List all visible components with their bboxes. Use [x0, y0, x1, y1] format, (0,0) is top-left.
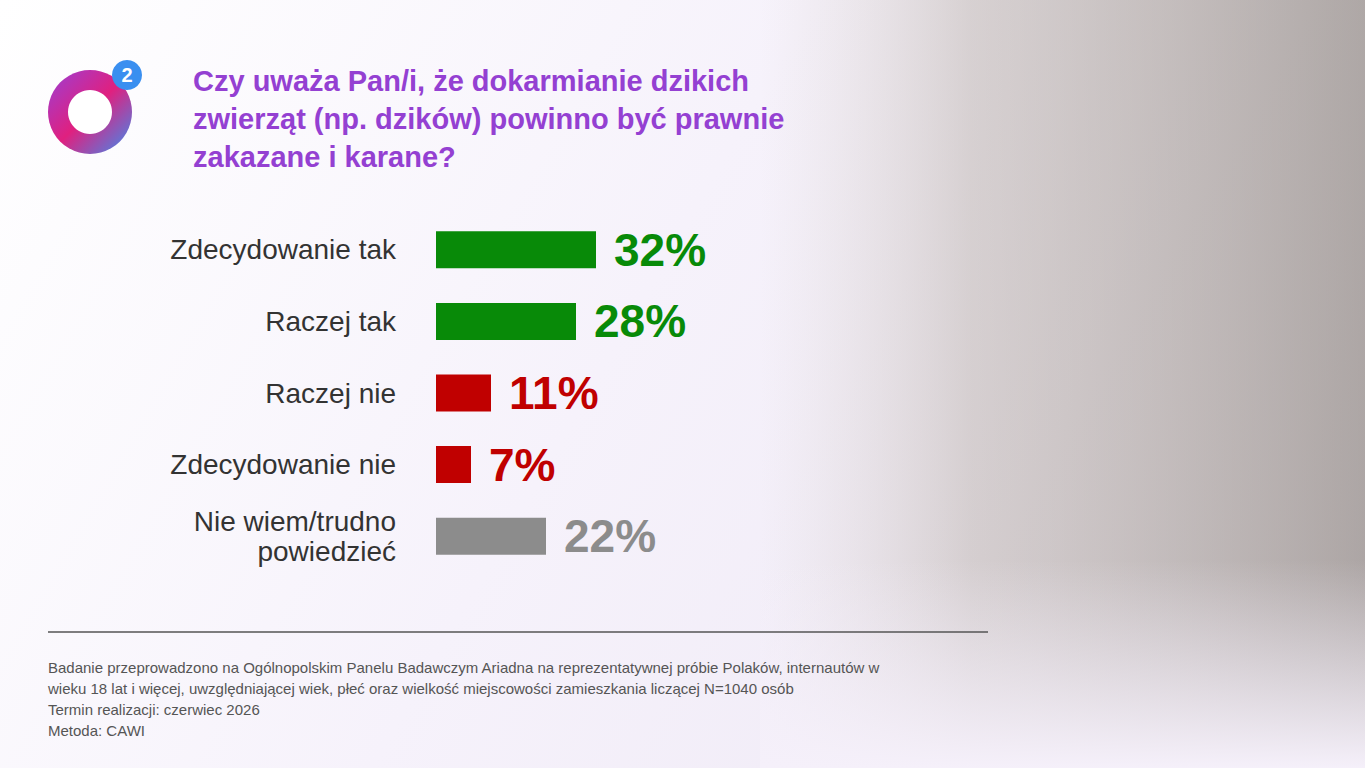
svg-text:zwierząt (np. dzików) powinno: zwierząt (np. dzików) powinno być prawni…	[193, 103, 784, 135]
svg-text:Raczej tak: Raczej tak	[265, 306, 397, 337]
svg-text:22%: 22%	[564, 510, 656, 562]
svg-text:Termin realizacji: czerwiec 20: Termin realizacji: czerwiec 2026	[48, 701, 260, 718]
svg-text:wieku 18 lat i więcej, uwzględ: wieku 18 lat i więcej, uwzględniającej w…	[47, 680, 794, 697]
svg-text:zakazane i karane?: zakazane i karane?	[193, 141, 456, 173]
svg-text:32%: 32%	[614, 224, 706, 276]
svg-text:28%: 28%	[594, 295, 686, 347]
svg-text:Nie wiem/trudno: Nie wiem/trudno	[194, 506, 396, 537]
svg-text:Zdecydowanie tak: Zdecydowanie tak	[170, 234, 397, 265]
svg-text:Czy uważa Pan/i, że dokarmiani: Czy uważa Pan/i, że dokarmianie dzikich	[193, 65, 749, 97]
svg-text:7%: 7%	[489, 439, 555, 491]
svg-text:Badanie przeprowadzono na Ogól: Badanie przeprowadzono na Ogólnopolskim …	[48, 659, 879, 676]
svg-text:11%: 11%	[509, 367, 599, 419]
svg-text:2: 2	[121, 64, 132, 86]
svg-text:Zdecydowanie nie: Zdecydowanie nie	[170, 449, 396, 480]
svg-text:powiedzieć: powiedzieć	[257, 536, 396, 567]
svg-text:Raczej nie: Raczej nie	[265, 378, 396, 409]
svg-text:Metoda: CAWI: Metoda: CAWI	[48, 722, 145, 739]
